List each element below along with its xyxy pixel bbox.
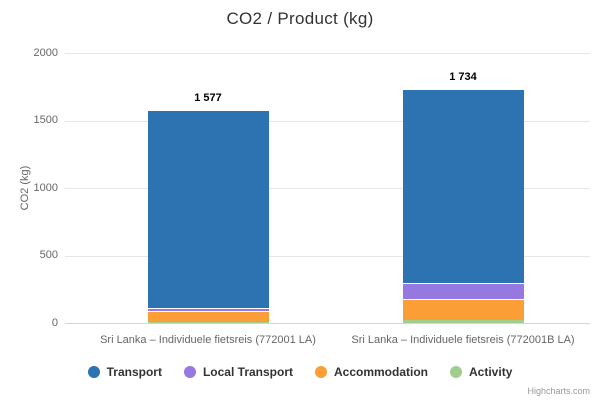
y-gridline xyxy=(65,120,590,122)
legend-label: Activity xyxy=(469,365,513,379)
y-tick-label: 1500 xyxy=(33,114,58,126)
legend-label: Transport xyxy=(106,365,162,379)
bar-segment-transport[interactable] xyxy=(147,110,269,309)
legend-item-transport[interactable]: Transport xyxy=(87,365,162,379)
bar-segment-accommodation[interactable] xyxy=(402,299,524,320)
legend-label: Accommodation xyxy=(334,365,429,379)
y-tick-label: 2000 xyxy=(33,46,58,59)
bar-segment-activity[interactable] xyxy=(147,321,269,323)
y-gridline xyxy=(65,255,590,257)
chart-title: CO2 / Product (kg) xyxy=(226,9,374,28)
y-tick-label: 500 xyxy=(39,249,58,261)
legend-label: Local Transport xyxy=(202,365,293,379)
stack-total-label: 1 734 xyxy=(449,70,477,83)
y-tick-label: 0 xyxy=(51,316,58,329)
legend-marker-icon xyxy=(183,366,196,378)
stack-total-label: 1 577 xyxy=(194,92,222,105)
legend-item-activity[interactable]: Activity xyxy=(450,365,512,379)
x-axis-line xyxy=(65,323,590,324)
legend-item-accommodation[interactable]: Accommodation xyxy=(315,365,428,379)
bar-segment-local-transport[interactable] xyxy=(147,308,269,311)
highcharts-credit[interactable]: Highcharts.com xyxy=(527,386,590,396)
legend: Transport Local Transport Accommodation Act… xyxy=(0,362,600,382)
x-category-label: Sri Lanka – Individuele fietsreis (77200… xyxy=(100,334,316,346)
x-category-label: Sri Lanka – Individuele fietsreis (77200… xyxy=(351,334,575,346)
bar-segment-local-transport[interactable] xyxy=(402,283,524,300)
legend-item-local-transport[interactable]: Local Transport xyxy=(183,365,293,379)
bar-segment-transport[interactable] xyxy=(402,88,524,284)
y-tick-label: 1000 xyxy=(33,181,58,194)
legend-marker-icon xyxy=(315,366,327,378)
legend-marker-icon xyxy=(450,366,463,378)
bar-segment-activity[interactable] xyxy=(402,319,524,323)
legend-marker-icon xyxy=(87,366,100,378)
y-gridline xyxy=(65,188,590,189)
y-gridline xyxy=(65,53,590,54)
bar-segment-accommodation[interactable] xyxy=(147,310,269,322)
